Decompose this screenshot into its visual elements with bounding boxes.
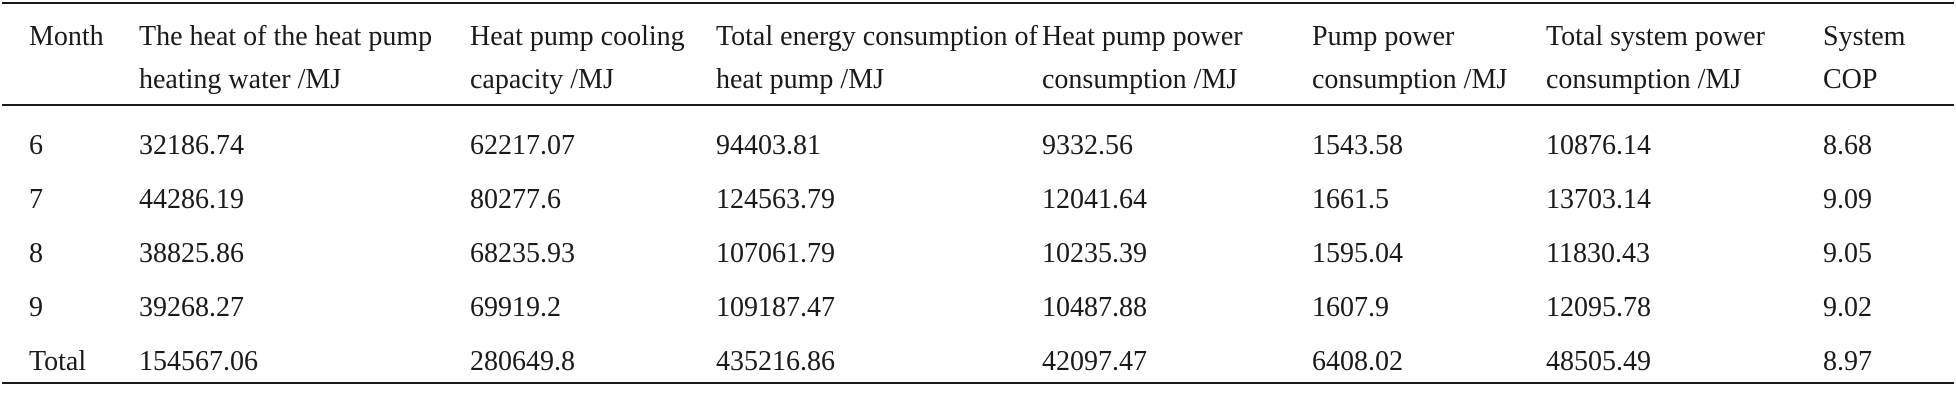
- cell-pump-power: 1661.5: [1312, 184, 1389, 215]
- header-cell-total-system-power: Total system power consumption /MJ: [1546, 21, 1765, 95]
- header-cell-cooling-capacity: Heat pump cooling capacity /MJ: [470, 21, 685, 95]
- cell-pump-power: 1607.9: [1312, 292, 1389, 323]
- table-body: 6 32186.74 62217.07 94403.81 9332.56 154…: [2, 105, 1954, 383]
- cell-total-system-power: 48505.49: [1546, 346, 1651, 377]
- cell-system-cop: 9.09: [1823, 184, 1872, 215]
- cell-month: 9: [29, 292, 43, 323]
- cell-heating-water-heat: 38825.86: [139, 238, 244, 269]
- header-cell-pump-power: Pump power consumption /MJ: [1312, 21, 1508, 95]
- data-table: Month The heat of the heat pump heating …: [2, 2, 1954, 384]
- cell-heat-pump-power: 12041.64: [1042, 184, 1147, 215]
- cell-system-cop: 9.05: [1823, 238, 1872, 269]
- cell-system-cop: 8.68: [1823, 130, 1872, 161]
- table-row: 6 32186.74 62217.07 94403.81 9332.56 154…: [2, 105, 1954, 166]
- cell-heat-pump-power: 42097.47: [1042, 346, 1147, 377]
- cell-system-cop: 9.02: [1823, 292, 1872, 323]
- cell-total-energy: 107061.79: [716, 238, 835, 269]
- header-cell-system-cop: System COP: [1823, 21, 1906, 95]
- cell-pump-power: 1543.58: [1312, 130, 1403, 161]
- header-cell-heating-water-heat: The heat of the heat pump heating water …: [139, 21, 433, 95]
- cell-total-energy: 94403.81: [716, 130, 821, 161]
- cell-total-system-power: 10876.14: [1546, 130, 1651, 161]
- cell-total-system-power: 13703.14: [1546, 184, 1651, 215]
- cell-pump-power: 1595.04: [1312, 238, 1403, 269]
- cell-cooling-capacity: 62217.07: [470, 130, 575, 161]
- header-row: Month The heat of the heat pump heating …: [2, 3, 1954, 105]
- cell-month: Total: [29, 346, 87, 377]
- cell-total-energy: 109187.47: [716, 292, 835, 323]
- cell-cooling-capacity: 80277.6: [470, 184, 561, 215]
- table-row: 7 44286.19 80277.6 124563.79 12041.64 16…: [2, 166, 1954, 220]
- cell-heat-pump-power: 10487.88: [1042, 292, 1147, 323]
- cell-month: 6: [29, 130, 43, 161]
- cell-cooling-capacity: 69919.2: [470, 292, 561, 323]
- cell-total-system-power: 11830.43: [1546, 238, 1650, 269]
- cell-heating-water-heat: 154567.06: [139, 346, 258, 377]
- cell-month: 7: [29, 184, 43, 215]
- header-cell-total-energy: Total energy consumption of heat pump /M…: [716, 21, 1038, 95]
- cell-heating-water-heat: 44286.19: [139, 184, 244, 215]
- cell-cooling-capacity: 280649.8: [470, 346, 575, 377]
- cell-cooling-capacity: 68235.93: [470, 238, 575, 269]
- header-cell-month: Month: [29, 21, 104, 52]
- header-cell-heat-pump-power: Heat pump power consumption /MJ: [1042, 21, 1243, 95]
- cell-total-energy: 124563.79: [716, 184, 835, 215]
- table-row-total: Total 154567.06 280649.8 435216.86 42097…: [2, 328, 1954, 383]
- cell-pump-power: 6408.02: [1312, 346, 1403, 377]
- table-header: Month The heat of the heat pump heating …: [2, 3, 1954, 105]
- table-row: 9 39268.27 69919.2 109187.47 10487.88 16…: [2, 274, 1954, 328]
- table-row: 8 38825.86 68235.93 107061.79 10235.39 1…: [2, 220, 1954, 274]
- cell-heating-water-heat: 32186.74: [139, 130, 244, 161]
- cell-total-system-power: 12095.78: [1546, 292, 1651, 323]
- cell-system-cop: 8.97: [1823, 346, 1872, 377]
- cell-total-energy: 435216.86: [716, 346, 835, 377]
- cell-heat-pump-power: 10235.39: [1042, 238, 1147, 269]
- cell-month: 8: [29, 238, 43, 269]
- cell-heat-pump-power: 9332.56: [1042, 130, 1133, 161]
- cell-heating-water-heat: 39268.27: [139, 292, 244, 323]
